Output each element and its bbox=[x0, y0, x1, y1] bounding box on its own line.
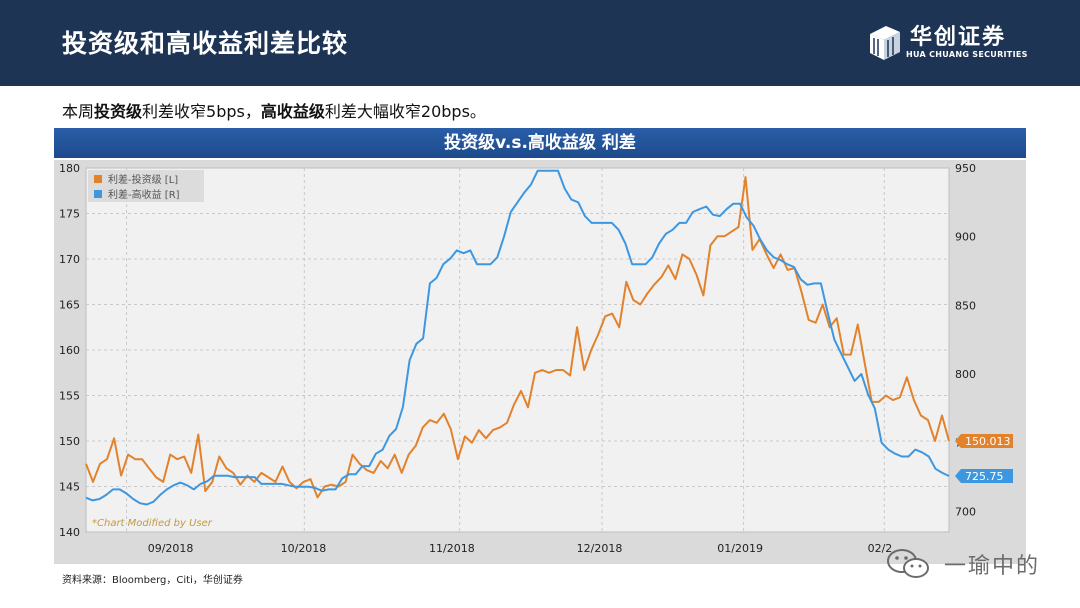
summary-text: 本周投资级利差收窄5bps，高收益级利差大幅收窄20bps。 bbox=[62, 98, 486, 122]
logo-name: 华创证券 bbox=[910, 25, 1007, 50]
last-value-tag-high-yield bbox=[955, 469, 1013, 484]
legend-swatch bbox=[94, 190, 102, 198]
left-tick-label: 145 bbox=[59, 481, 80, 494]
series-line-high-yield bbox=[85, 169, 950, 506]
x-tick-label: 09/2018 bbox=[148, 542, 194, 555]
right-tick-label: 900 bbox=[955, 231, 976, 244]
page-title: 投资级和高收益利差比较 bbox=[62, 29, 349, 58]
logo-english-name: HUA CHUANG SECURITIES bbox=[906, 50, 1028, 59]
watermark-text: 一瑜中的 bbox=[944, 554, 1041, 579]
summary-part-2: 利差收窄5bps， bbox=[142, 102, 261, 121]
right-tick-label: 700 bbox=[955, 505, 976, 518]
legend-label: 利差-投资级 [L] bbox=[108, 173, 178, 186]
summary-part-3: 利差大幅收窄20bps。 bbox=[324, 102, 486, 121]
source-note: 资料来源：Bloomberg，Citi，华创证券 bbox=[62, 575, 243, 586]
left-tick-label: 170 bbox=[59, 253, 80, 266]
company-logo: 华创证券 HUA CHUANG SECURITIES bbox=[864, 20, 1027, 66]
right-tick-label: 800 bbox=[955, 368, 976, 381]
left-tick-label: 180 bbox=[59, 162, 80, 175]
series-line-investment-grade bbox=[85, 176, 950, 499]
left-tick-label: 150 bbox=[59, 435, 80, 448]
spread-chart-svg: 1401451501551601651701751807007508008509… bbox=[54, 160, 1026, 564]
chart-title-banner: 投资级v.s.高收益级 利差 bbox=[54, 128, 1026, 158]
x-tick-label: 11/2018 bbox=[429, 542, 475, 555]
legend-box bbox=[88, 170, 204, 202]
last-value-label-high-yield: 725.75 bbox=[965, 470, 1004, 483]
x-tick-label: 10/2018 bbox=[281, 542, 327, 555]
legend-swatch bbox=[94, 175, 102, 183]
summary-part-1: 本周 bbox=[62, 102, 95, 121]
summary-bold-ig: 投资级 bbox=[94, 102, 143, 121]
wechat-watermark: 一瑜中的 bbox=[882, 546, 1052, 582]
right-tick-label: 850 bbox=[955, 299, 976, 312]
cube-logo-icon bbox=[870, 26, 900, 60]
left-tick-label: 140 bbox=[59, 526, 80, 539]
left-tick-label: 175 bbox=[59, 208, 80, 221]
chart-modified-note: *Chart Modified by User bbox=[92, 518, 213, 529]
left-tick-label: 160 bbox=[59, 344, 80, 357]
spread-chart: 1401451501551601651701751807007508008509… bbox=[54, 160, 1026, 564]
wechat-icon bbox=[887, 549, 929, 578]
last-value-tag-investment-grade bbox=[955, 434, 1013, 448]
summary-bold-hy: 高收益级 bbox=[260, 102, 325, 121]
left-tick-label: 165 bbox=[59, 299, 80, 312]
legend-label: 利差-高收益 [R] bbox=[108, 188, 180, 201]
right-tick-label: 950 bbox=[955, 162, 976, 175]
x-tick-label: 02/2 bbox=[868, 542, 893, 555]
last-value-label-investment-grade: 150.013 bbox=[965, 435, 1011, 448]
left-tick-label: 155 bbox=[59, 390, 80, 403]
x-tick-label: 12/2018 bbox=[577, 542, 623, 555]
x-tick-label: 01/2019 bbox=[717, 542, 763, 555]
page-header: 投资级和高收益利差比较 华创证券 HUA CHUANG SECURITIES bbox=[0, 0, 1080, 86]
